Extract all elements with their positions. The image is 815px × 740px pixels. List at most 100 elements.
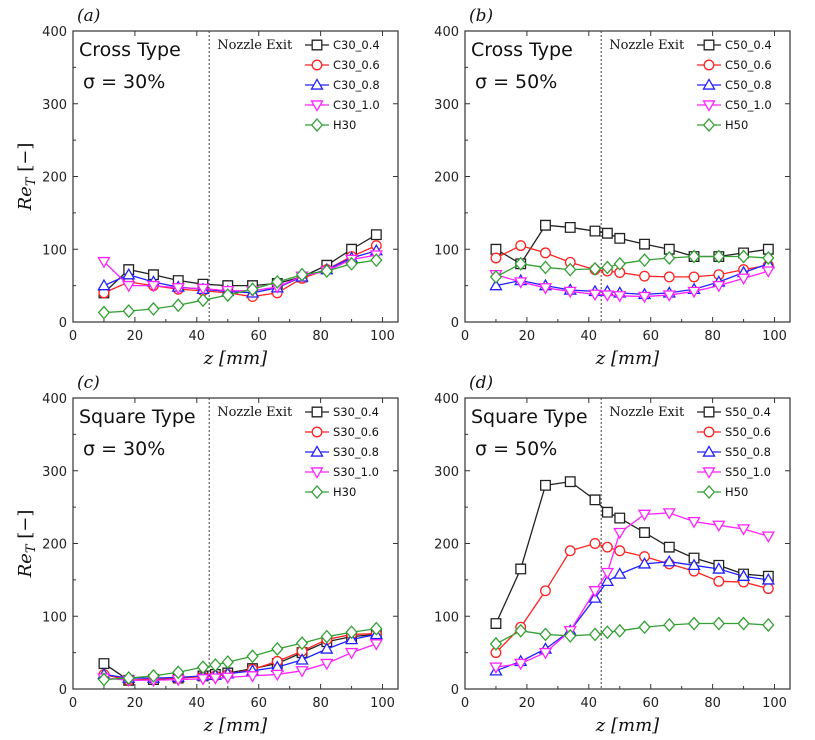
x-tick-label: 80 [704,329,721,344]
data-point [662,508,676,520]
data-point [564,545,576,557]
y-tick-label: 300 [434,98,459,113]
data-point [97,256,111,269]
series-line [495,224,769,265]
y-tick-label: 200 [434,171,459,186]
series-S50_1.0 [489,508,775,674]
data-point [97,305,111,320]
data-point [490,243,502,255]
series-line [495,263,769,296]
data-point [588,627,602,642]
series-line [495,622,769,645]
legend-entry: C50_0.4 [725,38,772,52]
data-point [489,269,503,284]
legend-entry: H50 [725,485,748,499]
legend-marker [310,467,324,479]
x-tick-label: 0 [461,696,469,711]
data-point [762,617,775,632]
data-point [736,569,751,581]
data-point [320,264,333,279]
data-point [270,669,284,682]
x-tick-label: 100 [370,696,395,711]
series-C50_0.6 [490,240,774,283]
legend-marker [703,406,715,418]
series-C50_1.0 [489,266,775,304]
y-axis-label: ReT [−] [15,143,39,212]
data-point [712,249,725,264]
y-tick-label: 100 [434,610,459,625]
data-point [539,627,552,642]
data-point [589,494,601,506]
x-tick-label: 0 [461,329,469,344]
data-point [713,575,725,587]
data-point [489,636,503,651]
legend-marker [310,485,324,499]
panel-1: 0 20 40 60 80 100 0 100 200 300 400 Nozzle Exit (a) C… [15,6,399,369]
data-point [564,262,577,277]
data-point [687,286,701,299]
data-point [97,278,111,291]
data-point [687,558,701,571]
legend-entry: S30_1.0 [333,465,379,479]
data-point [515,240,527,251]
data-point [601,506,613,518]
data-point [221,655,234,670]
data-point [320,629,333,644]
sigma-label: σ = 30% [83,438,165,460]
data-point [614,545,626,557]
data-point [601,260,614,275]
legend-marker [310,78,324,90]
x-tick-label: 100 [370,329,395,344]
data-point [688,271,700,283]
data-point [514,658,528,671]
series-line [495,542,769,654]
data-point [601,227,613,239]
y-tick-label: 0 [59,683,67,698]
legend-entry: C30_1.0 [333,98,380,112]
legend-marker [311,406,323,418]
data-point [489,278,503,291]
x-tick-label: 20 [127,696,144,711]
data-point [320,658,334,671]
data-point [613,527,627,540]
legend-entry: C30_0.6 [333,58,380,72]
data-point [601,541,613,553]
data-point [246,282,259,297]
legend-entry: C50_1.0 [725,98,772,112]
data-point [662,290,676,302]
data-point [613,623,626,638]
data-point [370,229,382,241]
data-point [208,673,223,685]
legend-marker [702,485,716,499]
x-tick-label: 100 [762,696,787,711]
data-point [538,647,553,660]
legend-entry: S50_0.4 [725,405,771,419]
data-point [490,618,502,629]
data-point [221,672,235,685]
data-point [196,674,210,686]
data-point [639,527,650,539]
data-point [613,567,627,579]
data-point [540,479,551,491]
legend-marker [310,100,324,112]
y-tick-label: 300 [434,465,459,480]
data-point [146,280,161,293]
data-point [600,574,615,587]
series-S50_0.8 [489,554,775,676]
panel-label: (d) [469,373,493,393]
data-point [639,551,650,562]
data-point [538,283,553,295]
x-tick-label: 40 [189,329,206,344]
data-point [295,636,309,651]
x-tick-label: 60 [642,329,659,344]
x-axis-label: z [mm] [595,715,660,736]
data-point [736,273,751,286]
data-point [370,253,383,268]
legend-entry: C30_0.8 [333,78,380,92]
data-point [613,256,626,271]
data-point [196,660,210,675]
legend-entry: H30 [333,118,356,132]
series-line [495,512,769,668]
data-point [122,671,135,686]
data-point [209,658,222,672]
